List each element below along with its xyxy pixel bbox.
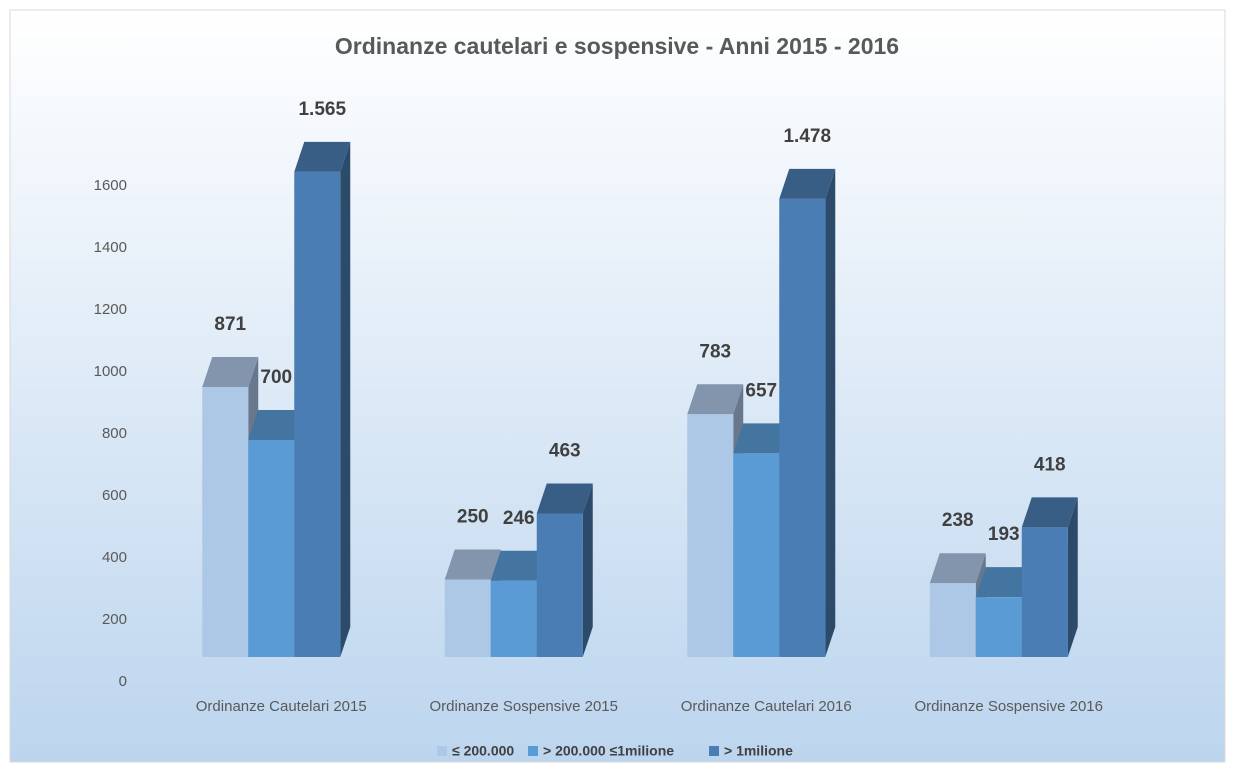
- data-label: 246: [503, 508, 535, 529]
- bar-side: [340, 141, 351, 658]
- legend-swatch: [709, 746, 719, 756]
- legend-swatch: [437, 746, 447, 756]
- y-tick-label: 400: [102, 549, 127, 566]
- bar: [929, 583, 976, 657]
- bar: [975, 597, 1022, 657]
- y-tick-label: 200: [102, 611, 127, 628]
- bar-top: [490, 550, 547, 581]
- bar-side: [825, 168, 836, 657]
- bar: [779, 198, 826, 657]
- y-tick-label: 800: [102, 425, 127, 442]
- data-label: 418: [1034, 454, 1066, 475]
- data-label: 783: [699, 341, 731, 362]
- chart-title: Ordinanze cautelari e sospensive - Anni …: [335, 33, 899, 59]
- bar: [294, 171, 341, 657]
- bar-top: [929, 553, 986, 584]
- x-tick-label: Ordinanze Cautelari 2015: [196, 698, 367, 715]
- data-label: 1.478: [783, 126, 831, 147]
- bar-top: [779, 168, 836, 199]
- bar: [536, 513, 583, 657]
- bar-side: [582, 483, 593, 657]
- data-label: 657: [745, 380, 777, 401]
- bar-top: [444, 549, 501, 580]
- bar-side: [1067, 497, 1078, 657]
- x-tick-label: Ordinanze Cautelari 2016: [681, 698, 852, 715]
- bar: [202, 386, 249, 657]
- bar: [687, 414, 734, 657]
- data-label: 238: [942, 510, 974, 531]
- bar: [733, 453, 780, 657]
- bar-top: [975, 567, 1032, 598]
- bar: [444, 579, 491, 657]
- bar-top: [687, 384, 744, 415]
- legend-swatch: [528, 746, 538, 756]
- bar-top: [202, 356, 259, 387]
- x-tick-label: Ordinanze Sospensive 2016: [915, 698, 1103, 715]
- data-label: 193: [988, 524, 1020, 545]
- data-label: 1.565: [298, 99, 346, 120]
- y-tick-label: 600: [102, 487, 127, 504]
- data-label: 250: [457, 507, 489, 528]
- y-tick-label: 1400: [94, 239, 127, 256]
- legend-label: ≤ 200.000: [452, 743, 514, 759]
- bar: [248, 440, 295, 657]
- y-tick-label: 0: [119, 673, 127, 690]
- y-tick-label: 1000: [94, 363, 127, 380]
- bar: [490, 580, 537, 657]
- bar-top: [294, 141, 351, 172]
- y-tick-label: 1600: [94, 177, 127, 194]
- data-label: 871: [214, 314, 246, 335]
- legend-label: > 200.000 ≤1milione: [543, 743, 674, 759]
- data-label: 463: [549, 440, 581, 461]
- bar-top: [248, 410, 305, 440]
- bar-top: [536, 483, 593, 514]
- data-label: 700: [260, 367, 292, 388]
- bar-top: [1021, 497, 1078, 528]
- bar: [1021, 527, 1068, 657]
- legend-label: > 1milione: [724, 743, 793, 759]
- bar-top: [733, 423, 790, 454]
- y-tick-label: 1200: [94, 301, 127, 318]
- x-tick-label: Ordinanze Sospensive 2015: [430, 698, 618, 715]
